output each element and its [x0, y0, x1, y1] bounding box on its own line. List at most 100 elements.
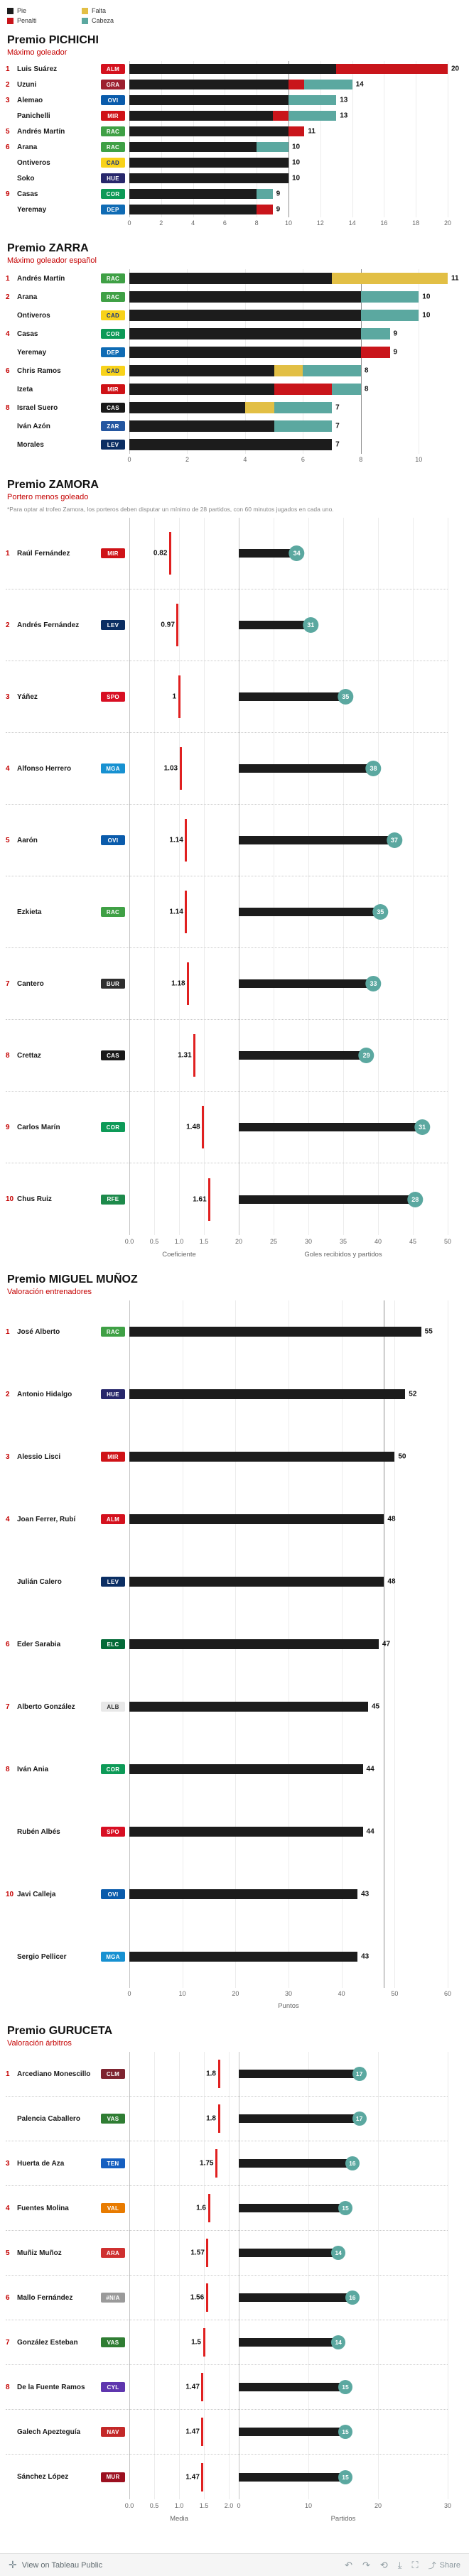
stacked-bar[interactable]	[129, 1389, 406, 1400]
coefficient-mark[interactable]	[185, 891, 188, 934]
bar[interactable]	[239, 2338, 337, 2347]
segment-falta[interactable]	[332, 273, 448, 284]
segment-puntos[interactable]	[129, 1764, 363, 1775]
partidos-badge[interactable]: 31	[303, 617, 319, 634]
segment-puntos[interactable]	[129, 1452, 395, 1462]
segment-cabeza[interactable]	[303, 365, 361, 376]
segment-puntos[interactable]	[129, 1639, 379, 1650]
segment-penalti[interactable]	[257, 205, 273, 214]
segment-cabeza[interactable]	[360, 328, 390, 339]
segment-pie[interactable]	[129, 95, 289, 105]
segment-penalti[interactable]	[360, 347, 390, 358]
partidos-badge[interactable]: 35	[338, 689, 354, 705]
share-button[interactable]: ⤴ Share	[428, 2560, 460, 2571]
stacked-bar[interactable]	[129, 365, 361, 376]
coefficient-mark[interactable]	[185, 819, 188, 862]
coefficient-mark[interactable]	[207, 2194, 210, 2223]
stacked-bar[interactable]	[129, 1577, 384, 1587]
stacked-bar[interactable]	[129, 205, 273, 214]
partidos-badge[interactable]: 17	[352, 2112, 367, 2126]
segment-cabeza[interactable]	[360, 291, 419, 303]
stacked-bar[interactable]	[129, 111, 337, 121]
segment-puntos[interactable]	[129, 1702, 368, 1712]
bar[interactable]	[239, 764, 372, 773]
bar[interactable]	[239, 2472, 343, 2482]
segment-cabeza[interactable]	[274, 420, 333, 432]
segment-pie[interactable]	[129, 328, 361, 339]
partidos-badge[interactable]: 15	[338, 2469, 352, 2484]
bar[interactable]	[239, 2249, 337, 2258]
bar[interactable]	[239, 2383, 343, 2392]
segment-pie[interactable]	[129, 347, 361, 358]
stacked-bar[interactable]	[129, 1764, 363, 1775]
coefficient-mark[interactable]	[206, 2239, 209, 2268]
coefficient-mark[interactable]	[215, 2149, 217, 2178]
partidos-badge[interactable]: 28	[407, 1191, 424, 1207]
stacked-bar[interactable]	[129, 173, 289, 183]
stacked-bar[interactable]	[129, 142, 289, 152]
stacked-bar[interactable]	[129, 1702, 368, 1712]
coefficient-mark[interactable]	[193, 1034, 196, 1077]
fullscreen-icon[interactable]: ⛶	[411, 2559, 419, 2570]
bar[interactable]	[239, 2070, 357, 2079]
stacked-bar[interactable]	[129, 273, 448, 284]
download-icon[interactable]: ⤓	[397, 2559, 402, 2570]
segment-pie[interactable]	[129, 402, 245, 413]
legend-item-pie[interactable]: Pie	[7, 6, 82, 16]
bar[interactable]	[239, 908, 378, 917]
view-on-tableau-public-link[interactable]: View on Tableau Public	[21, 2560, 103, 2570]
segment-pie[interactable]	[129, 189, 257, 199]
bar[interactable]	[239, 2293, 350, 2303]
coefficient-mark[interactable]	[217, 2104, 220, 2134]
coefficient-mark[interactable]	[176, 604, 179, 647]
coefficient-mark[interactable]	[205, 2283, 208, 2313]
partidos-badge[interactable]: 34	[289, 545, 305, 562]
segment-pie[interactable]	[129, 384, 274, 395]
stacked-bar[interactable]	[129, 126, 305, 136]
partidos-badge[interactable]: 33	[365, 976, 382, 992]
segment-pie[interactable]	[129, 80, 289, 89]
coefficient-mark[interactable]	[179, 747, 182, 790]
bar[interactable]	[239, 692, 343, 702]
bar[interactable]	[239, 1123, 420, 1132]
segment-cabeza[interactable]	[274, 402, 333, 413]
partidos-badge[interactable]: 17	[352, 2067, 367, 2082]
bar[interactable]	[239, 2204, 343, 2213]
bar[interactable]	[239, 2114, 357, 2124]
stacked-bar[interactable]	[129, 328, 390, 339]
segment-pie[interactable]	[129, 420, 274, 432]
segment-cabeza[interactable]	[304, 80, 352, 89]
bar[interactable]	[239, 836, 392, 845]
partidos-badge[interactable]: 38	[365, 761, 382, 777]
stacked-bar[interactable]	[129, 95, 337, 105]
segment-pie[interactable]	[129, 111, 273, 121]
segment-penalti[interactable]	[289, 80, 305, 89]
bar[interactable]	[239, 1195, 413, 1204]
segment-pie[interactable]	[129, 291, 361, 303]
stacked-bar[interactable]	[129, 189, 273, 199]
coefficient-mark[interactable]	[178, 675, 180, 719]
stacked-bar[interactable]	[129, 1514, 384, 1525]
stacked-bar[interactable]	[129, 80, 352, 89]
segment-pie[interactable]	[129, 310, 361, 321]
segment-pie[interactable]	[129, 142, 257, 152]
bar[interactable]	[239, 979, 372, 989]
redo-icon[interactable]: ↷	[362, 2559, 370, 2570]
bar[interactable]	[239, 549, 295, 558]
stacked-bar[interactable]	[129, 402, 333, 413]
coefficient-mark[interactable]	[201, 2373, 204, 2402]
bar[interactable]	[239, 1051, 365, 1060]
coefficient-mark[interactable]	[187, 962, 190, 1006]
segment-penalti[interactable]	[288, 126, 305, 136]
stacked-bar[interactable]	[129, 291, 419, 303]
segment-puntos[interactable]	[129, 1952, 358, 1962]
coefficient-mark[interactable]	[202, 1106, 205, 1149]
stacked-bar[interactable]	[129, 420, 333, 432]
reset-icon[interactable]: ⟲	[379, 2559, 388, 2570]
coefficient-mark[interactable]	[201, 2462, 204, 2491]
stacked-bar[interactable]	[129, 1952, 358, 1962]
segment-cabeza[interactable]	[332, 384, 361, 395]
stacked-bar[interactable]	[129, 439, 333, 450]
partidos-badge[interactable]: 31	[414, 1119, 431, 1136]
bar[interactable]	[239, 2159, 350, 2168]
